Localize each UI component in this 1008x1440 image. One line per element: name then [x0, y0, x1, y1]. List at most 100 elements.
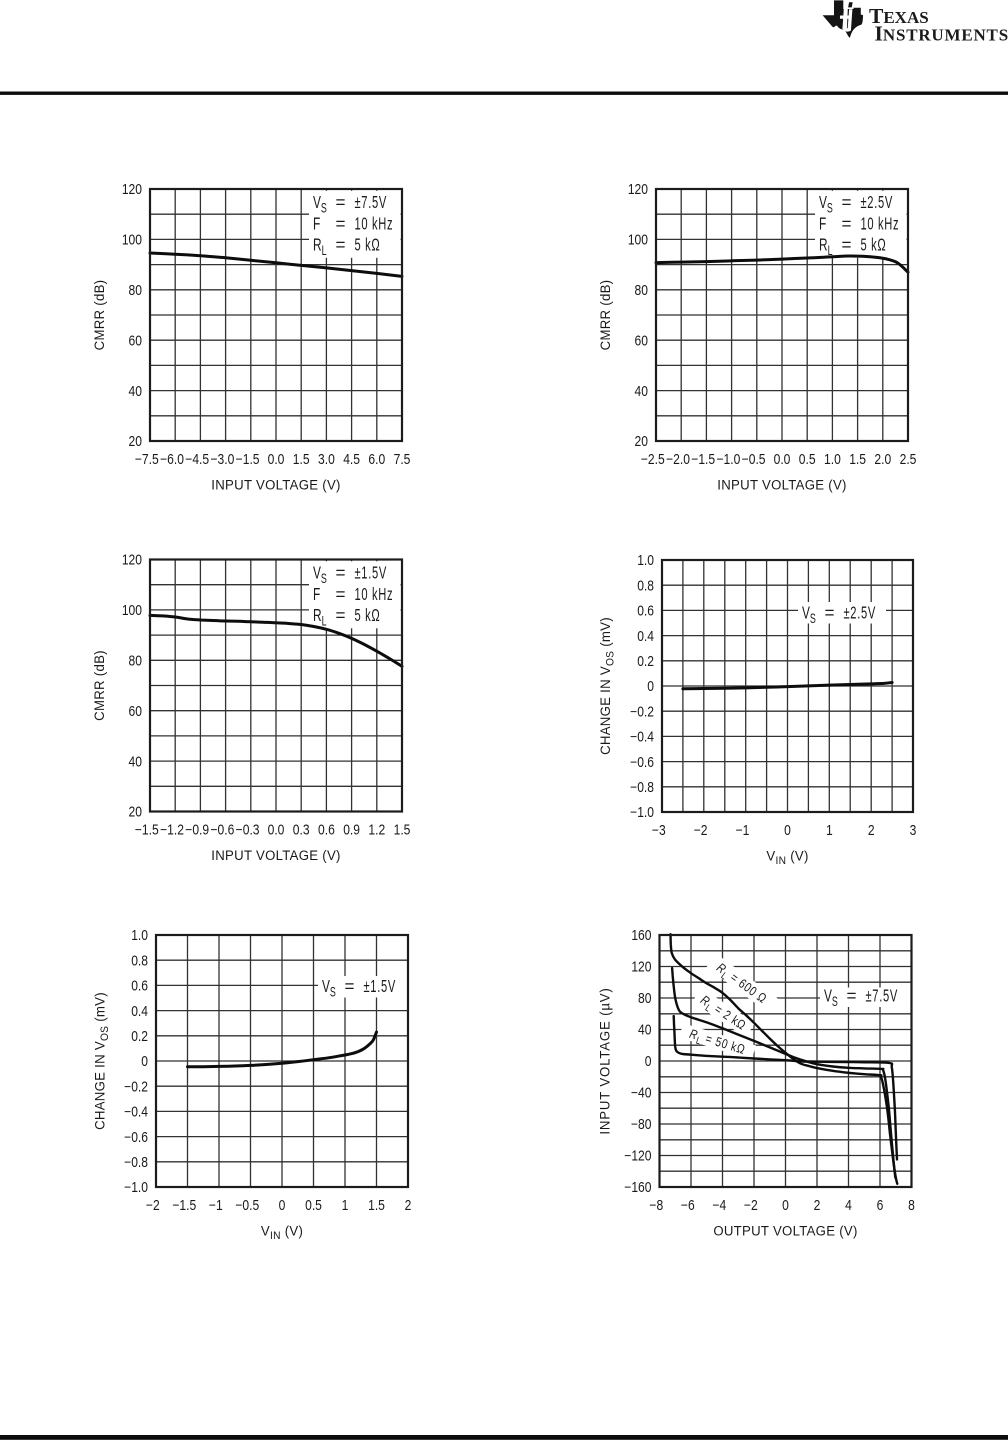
svg-text:−1.0: −1.0 — [630, 804, 654, 820]
svg-text:−1.0: −1.0 — [716, 451, 740, 467]
svg-text:−3: −3 — [652, 822, 666, 838]
svg-text:120: 120 — [122, 552, 142, 568]
svg-text:120: 120 — [122, 181, 142, 197]
svg-text:120: 120 — [631, 959, 651, 975]
svg-text:100: 100 — [122, 232, 142, 248]
svg-text:0.6: 0.6 — [318, 822, 335, 838]
svg-text:−0.8: −0.8 — [630, 779, 654, 795]
svg-text:40: 40 — [635, 383, 648, 399]
svg-text:−1: −1 — [209, 1197, 223, 1213]
svg-text:5 kΩ: 5 kΩ — [355, 605, 381, 625]
svg-text:CMRR (dB): CMRR (dB) — [598, 280, 614, 351]
svg-text:=: = — [847, 985, 857, 1006]
svg-text:=: = — [842, 192, 852, 213]
svg-text:1.0: 1.0 — [637, 552, 654, 568]
svg-text:=: = — [336, 562, 346, 583]
svg-text:80: 80 — [129, 653, 142, 669]
svg-text:2: 2 — [405, 1197, 412, 1213]
svg-text:±7.5V: ±7.5V — [866, 986, 898, 1006]
svg-text:F: F — [819, 214, 826, 234]
svg-text:=: = — [336, 605, 346, 626]
svg-text:F: F — [313, 584, 320, 604]
svg-text:−1.5: −1.5 — [172, 1197, 196, 1213]
svg-text:0.2: 0.2 — [131, 1028, 148, 1044]
svg-text:0.6: 0.6 — [637, 603, 654, 619]
svg-text:20: 20 — [129, 433, 142, 449]
svg-text:CMRR (dB): CMRR (dB) — [92, 650, 108, 721]
svg-text:−2.0: −2.0 — [666, 451, 690, 467]
svg-text:0.0: 0.0 — [774, 451, 791, 467]
svg-text:80: 80 — [129, 282, 142, 298]
svg-text:−4: −4 — [712, 1197, 726, 1213]
svg-text:7.5: 7.5 — [394, 451, 411, 467]
svg-text:=: = — [825, 602, 835, 623]
svg-text:−6.0: −6.0 — [160, 451, 184, 467]
svg-text:−80: −80 — [631, 1116, 651, 1132]
svg-text:−0.6: −0.6 — [210, 822, 234, 838]
svg-text:20: 20 — [635, 433, 648, 449]
svg-text:0.0: 0.0 — [268, 822, 285, 838]
svg-text:0.2: 0.2 — [637, 653, 654, 669]
svg-text:60: 60 — [129, 332, 142, 348]
svg-text:−0.3: −0.3 — [236, 822, 260, 838]
svg-text:0: 0 — [141, 1053, 148, 1069]
svg-text:−2: −2 — [694, 822, 708, 838]
svg-text:−120: −120 — [624, 1148, 651, 1164]
svg-text:10 kHz: 10 kHz — [861, 214, 900, 234]
svg-text:0.4: 0.4 — [131, 1003, 148, 1019]
svg-text:8: 8 — [908, 1197, 915, 1213]
svg-text:6: 6 — [877, 1197, 884, 1213]
svg-text:F: F — [313, 214, 320, 234]
svg-text:60: 60 — [129, 703, 142, 719]
svg-text:0.5: 0.5 — [799, 451, 816, 467]
svg-text:±2.5V: ±2.5V — [844, 603, 876, 623]
svg-text:−0.2: −0.2 — [124, 1078, 148, 1094]
svg-text:=: = — [336, 192, 346, 213]
svg-text:−1.5: −1.5 — [691, 451, 715, 467]
svg-text:−1.0: −1.0 — [124, 1179, 148, 1195]
svg-text:−2: −2 — [744, 1197, 758, 1213]
svg-text:±1.5V: ±1.5V — [364, 976, 396, 996]
svg-text:−1: −1 — [736, 822, 750, 838]
svg-text:1: 1 — [826, 822, 833, 838]
svg-text:=: = — [336, 234, 346, 255]
svg-text:6.0: 6.0 — [368, 451, 385, 467]
svg-text:CMRR (dB): CMRR (dB) — [92, 280, 108, 351]
svg-text:INSTRUMENTS: INSTRUMENTS — [875, 22, 1008, 46]
svg-text:−1.5: −1.5 — [236, 451, 260, 467]
svg-text:1.5: 1.5 — [368, 1197, 385, 1213]
svg-text:0.8: 0.8 — [637, 577, 654, 593]
svg-text:4.5: 4.5 — [343, 451, 360, 467]
svg-text:3: 3 — [910, 822, 917, 838]
svg-text:1.5: 1.5 — [293, 451, 310, 467]
svg-text:2: 2 — [868, 822, 875, 838]
svg-text:2: 2 — [814, 1197, 821, 1213]
svg-text:−6: −6 — [681, 1197, 695, 1213]
svg-text:10 kHz: 10 kHz — [355, 214, 394, 234]
svg-text:20: 20 — [129, 804, 142, 820]
svg-text:0.0: 0.0 — [268, 451, 285, 467]
svg-text:=: = — [336, 583, 346, 604]
svg-text:0.8: 0.8 — [131, 952, 148, 968]
svg-text:−0.6: −0.6 — [124, 1129, 148, 1145]
svg-text:0: 0 — [647, 678, 654, 694]
svg-text:80: 80 — [635, 282, 648, 298]
svg-text:−3.0: −3.0 — [210, 451, 234, 467]
svg-text:±2.5V: ±2.5V — [861, 192, 893, 212]
svg-text:160: 160 — [631, 927, 651, 943]
svg-text:1.2: 1.2 — [368, 822, 385, 838]
svg-text:40: 40 — [638, 1022, 651, 1038]
svg-text:0: 0 — [782, 1197, 789, 1213]
svg-text:0.6: 0.6 — [131, 978, 148, 994]
svg-text:40: 40 — [129, 383, 142, 399]
svg-text:INPUT VOLTAGE (V): INPUT VOLTAGE (V) — [717, 477, 846, 493]
svg-text:100: 100 — [628, 232, 648, 248]
svg-text:CHANGE IN VOS​ (mV): CHANGE IN VOS​ (mV) — [598, 617, 617, 755]
svg-text:−1.5: −1.5 — [135, 822, 159, 838]
svg-text:−0.5: −0.5 — [235, 1197, 259, 1213]
svg-text:−1.2: −1.2 — [160, 822, 184, 838]
svg-text:−0.8: −0.8 — [124, 1154, 148, 1170]
svg-text:−40: −40 — [631, 1085, 651, 1101]
svg-text:−0.4: −0.4 — [124, 1104, 148, 1120]
svg-text:1: 1 — [342, 1197, 349, 1213]
